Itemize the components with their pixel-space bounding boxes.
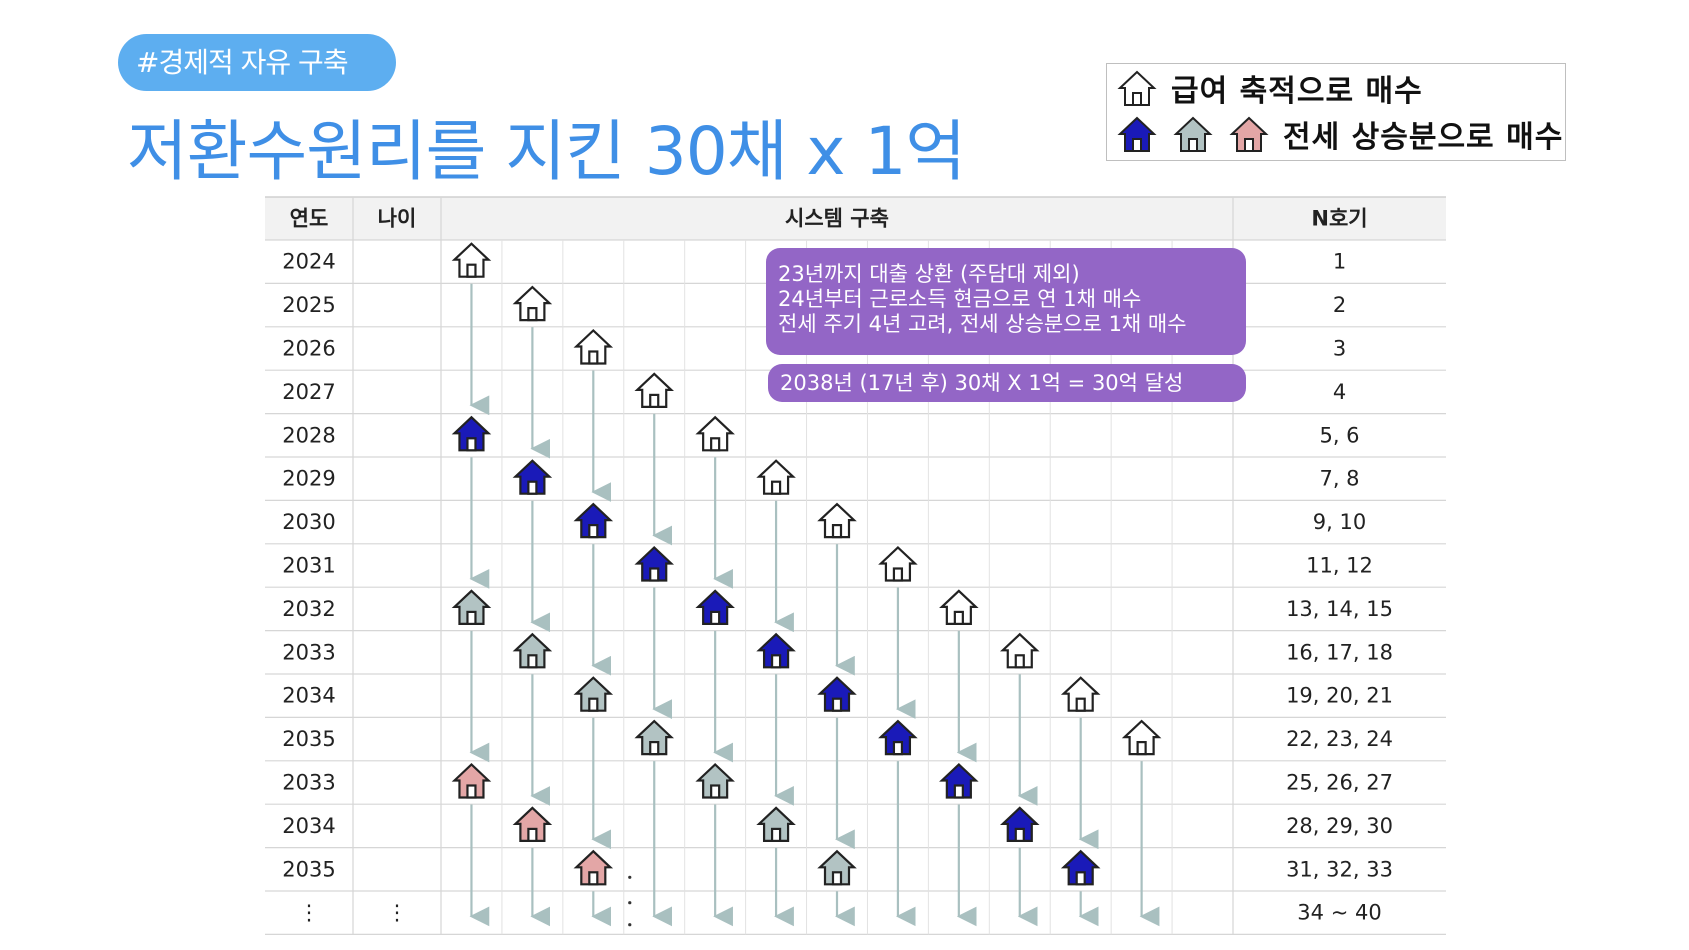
header-year: 연도 [290, 207, 329, 231]
year-cell: 2029 [282, 467, 335, 491]
age-cell: ⋮ [387, 901, 408, 925]
blue-house-icon [940, 763, 977, 799]
count-cell: 2 [1333, 293, 1346, 317]
page-title: 저환수원리를 지킨 30채 x 1억 [127, 113, 966, 190]
year-cell: 2027 [282, 380, 335, 404]
outline-house-icon [1001, 633, 1038, 669]
year-cell: 2033 [282, 640, 335, 664]
ellipsis-dot [628, 901, 632, 905]
blue-house-icon [453, 416, 490, 452]
outline-house-icon [940, 589, 977, 626]
count-cell: 31, 32, 33 [1286, 857, 1393, 881]
blue-house-icon [575, 503, 612, 539]
legend-label-jeonse: 전세 상승분으로 매수 [1283, 120, 1564, 155]
blue-house-icon [1001, 806, 1038, 843]
year-cell: 2024 [282, 250, 335, 274]
gray-house-icon [818, 850, 856, 886]
year-cell: 2035 [282, 857, 335, 881]
ellipsis-dot [628, 923, 632, 927]
gray-house-icon [514, 633, 551, 669]
header-background [265, 197, 1446, 240]
count-cell: 16, 17, 18 [1286, 640, 1393, 664]
count-cell: 25, 26, 27 [1286, 771, 1393, 795]
count-cell: 3 [1333, 337, 1346, 361]
outline-house-icon [453, 242, 490, 278]
ellipsis-dot [628, 875, 632, 879]
pink-house-icon [1229, 116, 1269, 152]
legend: 급여 축적으로 매수 전세 상승분으로 매수 [1106, 63, 1566, 161]
gray-house-icon [636, 719, 673, 756]
blue-house-icon [879, 719, 917, 756]
count-cell: 5, 6 [1319, 423, 1359, 447]
count-cell: 19, 20, 21 [1286, 684, 1393, 708]
year-cell: 2028 [282, 423, 335, 447]
pink-house-icon [575, 850, 612, 886]
outline-house-icon [636, 372, 673, 408]
year-cell: ⋮ [299, 901, 320, 925]
blue-house-icon [636, 546, 673, 582]
gray-house-icon [1173, 116, 1213, 152]
count-cell: 11, 12 [1306, 554, 1373, 578]
outline-house-icon [1062, 676, 1099, 712]
legend-row-jeonse: 전세 상승분으로 매수 [1115, 112, 1563, 156]
year-cell: 2034 [282, 684, 335, 708]
note-line: 23년까지 대출 상환 (주담대 제외) [778, 262, 1080, 286]
note-goal: 2038년 (17년 후) 30채 X 1억 = 30억 달성 [768, 364, 1246, 402]
gray-house-icon [757, 806, 795, 843]
pink-house-icon [453, 763, 490, 799]
year-cell: 2025 [282, 293, 335, 317]
header-count: N호기 [1311, 207, 1367, 231]
legend-row-salary: 급여 축적으로 매수 [1115, 66, 1423, 110]
count-cell: 28, 29, 30 [1286, 814, 1393, 838]
header-system: 시스템 구축 [785, 207, 889, 231]
outline-house-icon [757, 459, 795, 495]
blue-house-icon [818, 676, 856, 712]
outline-house-icon [1123, 719, 1160, 756]
gray-house-icon [575, 676, 612, 712]
year-cell: 2030 [282, 510, 335, 534]
blue-house-icon [1117, 116, 1157, 152]
count-cell: 1 [1333, 250, 1346, 274]
hashtag-badge: #경제적 자유 구축 [118, 34, 396, 91]
outline-house-icon [818, 503, 856, 539]
blue-house-icon [514, 459, 551, 495]
outline-house-icon [697, 416, 734, 452]
year-cell: 2033 [282, 771, 335, 795]
legend-label-salary: 급여 축적으로 매수 [1171, 74, 1423, 109]
year-cell: 2034 [282, 814, 335, 838]
outline-house-icon [1117, 70, 1157, 106]
year-cell: 2026 [282, 337, 335, 361]
outline-house-icon [575, 329, 612, 365]
count-cell: 7, 8 [1319, 467, 1359, 491]
note-plan: 23년까지 대출 상환 (주담대 제외) 24년부터 근로소득 현금으로 연 1… [766, 248, 1246, 355]
blue-house-icon [757, 633, 795, 669]
note-line: 24년부터 근로소득 현금으로 연 1채 매수 [778, 287, 1142, 311]
count-cell: 22, 23, 24 [1286, 727, 1393, 751]
gray-house-icon [453, 589, 490, 626]
outline-house-icon [879, 546, 917, 582]
header-age: 나이 [378, 207, 417, 231]
outline-house-icon [514, 286, 551, 322]
count-cell: 9, 10 [1313, 510, 1366, 534]
blue-house-icon [697, 589, 734, 626]
year-cell: 2031 [282, 554, 335, 578]
blue-house-icon [1062, 850, 1099, 886]
pink-house-icon [514, 806, 551, 843]
count-cell: 34 ~ 40 [1297, 901, 1381, 925]
count-cell: 4 [1333, 380, 1346, 404]
note-line: 전세 주기 4년 고려, 전세 상승분으로 1채 매수 [778, 312, 1187, 336]
gray-house-icon [697, 763, 734, 799]
year-cell: 2032 [282, 597, 335, 621]
year-cell: 2035 [282, 727, 335, 751]
count-cell: 13, 14, 15 [1286, 597, 1393, 621]
